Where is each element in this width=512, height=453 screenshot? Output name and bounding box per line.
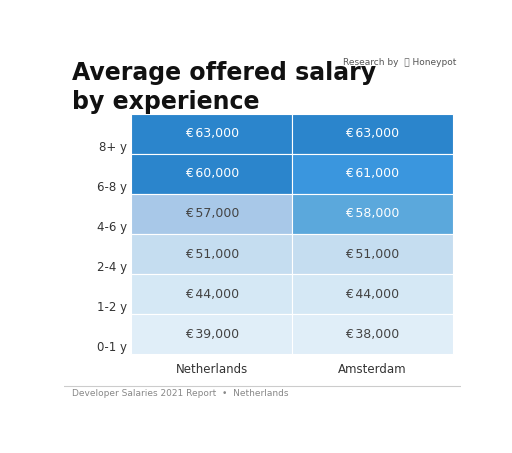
Text: € 58,000: € 58,000 — [345, 207, 400, 221]
Bar — [292, 194, 453, 234]
Bar — [132, 234, 292, 274]
Text: 8+ y: 8+ y — [99, 141, 127, 154]
Text: € 44,000: € 44,000 — [346, 288, 399, 301]
Bar — [292, 234, 453, 274]
Text: € 63,000: € 63,000 — [346, 127, 399, 140]
Text: € 44,000: € 44,000 — [185, 288, 239, 301]
Bar — [132, 114, 292, 154]
Text: € 51,000: € 51,000 — [185, 247, 239, 260]
Bar — [292, 314, 453, 354]
Text: € 63,000: € 63,000 — [185, 127, 239, 140]
Bar — [132, 194, 292, 234]
Bar — [292, 154, 453, 194]
Text: € 38,000: € 38,000 — [346, 328, 400, 341]
Bar — [132, 314, 292, 354]
Text: € 51,000: € 51,000 — [346, 247, 400, 260]
Text: € 39,000: € 39,000 — [185, 328, 239, 341]
Text: € 60,000: € 60,000 — [185, 167, 239, 180]
Text: 0-1 y: 0-1 y — [97, 342, 127, 354]
Text: Research by  🍯 Honeypot: Research by 🍯 Honeypot — [344, 58, 457, 67]
Text: Developer Salaries 2021 Report  •  Netherlands: Developer Salaries 2021 Report • Netherl… — [72, 389, 288, 398]
Bar — [292, 274, 453, 314]
Text: Amsterdam: Amsterdam — [338, 363, 407, 376]
Text: 4-6 y: 4-6 y — [97, 221, 127, 234]
Text: Netherlands: Netherlands — [176, 363, 248, 376]
Text: € 57,000: € 57,000 — [185, 207, 239, 221]
Text: 6-8 y: 6-8 y — [97, 181, 127, 194]
Text: 1-2 y: 1-2 y — [97, 301, 127, 314]
Bar — [132, 154, 292, 194]
Text: Average offered salary
by experience: Average offered salary by experience — [72, 61, 376, 114]
Bar — [132, 274, 292, 314]
Bar — [292, 114, 453, 154]
Text: 2-4 y: 2-4 y — [97, 261, 127, 274]
Text: € 61,000: € 61,000 — [346, 167, 399, 180]
